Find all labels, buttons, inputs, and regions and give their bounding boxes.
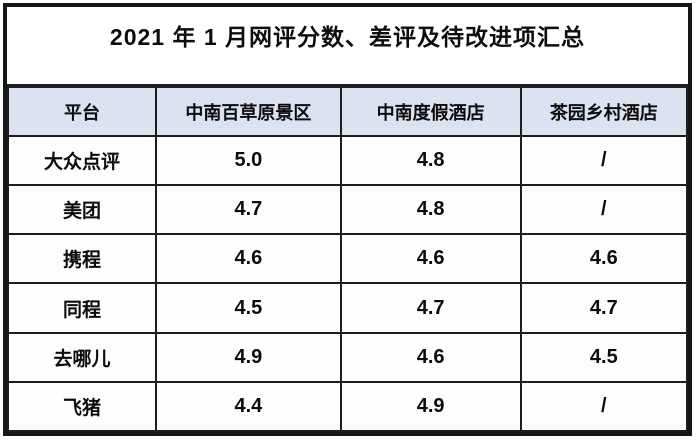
score-cell: / [519, 184, 689, 236]
score-cell: 4.6 [339, 233, 522, 285]
platform-cell: 去哪儿 [6, 331, 158, 383]
score-cell: 4.4 [155, 380, 342, 433]
score-cell: 4.8 [339, 134, 522, 187]
platform-cell: 飞猪 [6, 380, 158, 433]
table-container: 平台 中南百草原景区 中南度假酒店 茶园乡村酒店 大众点评 5.0 4.8 / … [6, 86, 689, 433]
platform-cell: 美团 [6, 184, 158, 236]
score-cell: 4.5 [519, 331, 689, 383]
column-header-site1: 中南百草原景区 [155, 86, 342, 137]
score-cell: / [519, 134, 689, 187]
score-cell: 4.7 [155, 184, 342, 236]
score-cell: 5.0 [155, 134, 342, 187]
table-row: 美团 4.7 4.8 / [6, 184, 689, 236]
table-row: 同程 4.5 4.7 4.7 [6, 282, 689, 334]
table-row: 去哪儿 4.9 4.6 4.5 [6, 331, 689, 383]
table-row: 飞猪 4.4 4.9 / [6, 380, 689, 433]
score-cell: 4.7 [339, 282, 522, 334]
score-cell: 4.5 [155, 282, 342, 334]
platform-cell: 携程 [6, 233, 158, 285]
score-cell: 4.6 [519, 233, 689, 285]
score-cell: 4.6 [339, 331, 522, 383]
column-header-platform: 平台 [6, 86, 158, 137]
review-scores-table: 平台 中南百草原景区 中南度假酒店 茶园乡村酒店 大众点评 5.0 4.8 / … [6, 86, 689, 433]
page-title: 2021 年 1 月网评分数、差评及待改进项汇总 [109, 24, 586, 50]
table-row: 携程 4.6 4.6 4.6 [6, 233, 689, 285]
score-cell: 4.9 [155, 331, 342, 383]
table-row: 大众点评 5.0 4.8 / [6, 134, 689, 187]
score-cell: 4.7 [519, 282, 689, 334]
platform-cell: 大众点评 [6, 134, 158, 187]
score-cell: 4.9 [339, 380, 522, 433]
score-cell: 4.6 [155, 233, 342, 285]
column-header-site3: 茶园乡村酒店 [519, 86, 689, 137]
column-header-site2: 中南度假酒店 [339, 86, 522, 137]
header-row: 平台 中南百草原景区 中南度假酒店 茶园乡村酒店 [6, 86, 689, 137]
title-box: 2021 年 1 月网评分数、差评及待改进项汇总 [7, 7, 688, 86]
score-cell: 4.8 [339, 184, 522, 236]
score-cell: / [519, 380, 689, 433]
platform-cell: 同程 [6, 282, 158, 334]
content-frame: 2021 年 1 月网评分数、差评及待改进项汇总 平台 中南百草原景区 中南度假… [3, 3, 692, 436]
